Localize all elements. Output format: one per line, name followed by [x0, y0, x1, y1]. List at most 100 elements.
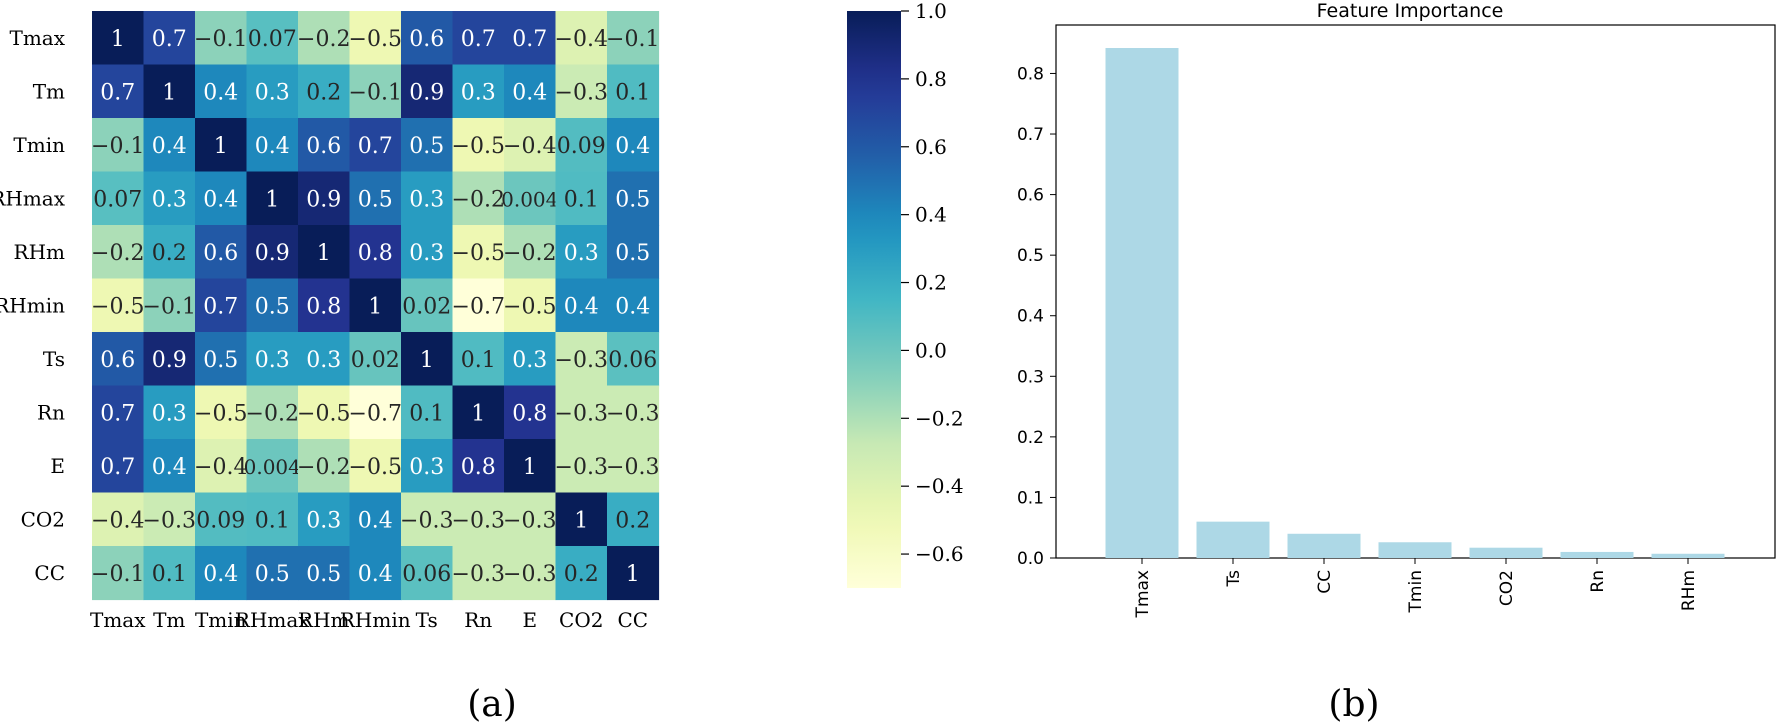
heatmap-cell-label: 0.4	[615, 134, 650, 159]
heatmap-cell-label: 0.004	[244, 455, 301, 479]
colorbar: 1.0 0.8 0.6 0.4 0.2 0.0 −0.2 −0.4 −0.6	[847, 0, 964, 588]
heatmap-cell-label: 0.2	[564, 562, 599, 587]
heatmap-cell-label: 0.5	[409, 134, 444, 159]
heatmap-cell-label: −0.3	[503, 508, 556, 533]
heatmap-cell-RHmax-E	[504, 171, 557, 226]
heatmap-cell-CC-Rn	[452, 546, 505, 601]
heatmap-cell-CO2-Ts	[401, 492, 454, 547]
heatmap-cell-RHm-E	[504, 225, 557, 280]
heatmap-column-label: Tmax	[90, 608, 146, 632]
bar-chart-title: Feature Importance	[1317, 0, 1504, 22]
heatmap-cell-label: −0.4	[194, 455, 247, 480]
heatmap-cell-label: 0.4	[512, 80, 547, 105]
heatmap-cell-CO2-RHmin	[349, 492, 402, 547]
heatmap-cell-CO2-Tm	[143, 492, 196, 547]
y-axis-tick-label: 0.0	[1017, 549, 1044, 569]
bar-Tmin	[1378, 542, 1452, 558]
heatmap-cell-RHmax-RHmin	[349, 171, 402, 226]
heatmap-cell-label: 0.02	[402, 294, 451, 319]
heatmap-cell-Ts-Tmin	[195, 332, 248, 387]
heatmap-row-label: CC	[34, 561, 65, 585]
heatmap-cell-Tm-RHmax	[246, 64, 299, 119]
heatmap-cell-label: −0.5	[297, 401, 350, 426]
heatmap-cell-Ts-CO2	[555, 332, 608, 387]
heatmap-cell-CC-Tm	[143, 546, 196, 601]
heatmap-cell-RHmin-CC	[607, 278, 660, 333]
y-axis-tick-label: 0.4	[1017, 307, 1044, 327]
heatmap-cell-RHm-RHmax	[246, 225, 299, 280]
heatmap-cell-Tm-Tm	[143, 64, 196, 119]
heatmap-column-label: RHmin	[340, 608, 411, 632]
heatmap-cell-label: 0.09	[557, 134, 606, 159]
heatmap-cell-RHm-RHmin	[349, 225, 402, 280]
heatmap-cell-CC-RHmax	[246, 546, 299, 601]
heatmap-cell-label: 1	[626, 562, 640, 587]
heatmap-cell-Tmax-Tmin	[195, 11, 248, 66]
heatmap-cell-Tmax-RHmin	[349, 11, 402, 66]
heatmap-cell-label: 1	[574, 508, 588, 533]
x-axis-tick-label: Rn	[1588, 570, 1608, 593]
heatmap-cell-E-E	[504, 439, 557, 494]
y-axis-tick-label: 0.7	[1017, 125, 1044, 145]
heatmap-cell-label: −0.3	[555, 455, 608, 480]
colorbar-tick-label: −0.2	[915, 406, 964, 430]
heatmap-cell-label: 0.7	[100, 401, 135, 426]
y-axis-tick-label: 0.3	[1017, 367, 1044, 387]
heatmap-cell-label: 0.7	[100, 80, 135, 105]
heatmap-cell-label: −0.5	[91, 294, 144, 319]
colorbar-tick-label: 0.4	[915, 203, 947, 227]
heatmap-cell-RHm-Tmin	[195, 225, 248, 280]
x-axis-tick-label: RHm	[1679, 570, 1699, 611]
heatmap-cell-label: 0.3	[306, 508, 341, 533]
heatmap-cell-label: 0.9	[409, 80, 444, 105]
heatmap-cell-E-RHmax	[246, 439, 299, 494]
colorbar-tick-label: −0.4	[915, 474, 964, 498]
heatmap-cell-Tmin-RHmax	[246, 118, 299, 173]
heatmap-cell-RHmin-RHmin	[349, 278, 402, 333]
heatmap-cell-label: −0.2	[246, 401, 299, 426]
heatmap-cell-label: −0.2	[297, 27, 350, 52]
heatmap-cell-Rn-Tmax	[92, 385, 145, 440]
heatmap-cell-label: 0.3	[512, 348, 547, 373]
heatmap-cell-label: 0.1	[255, 508, 290, 533]
heatmap-row-label: Rn	[37, 400, 65, 424]
heatmap-cell-RHmax-CC	[607, 171, 660, 226]
colorbar-tick-label: −0.6	[915, 542, 964, 566]
heatmap-cell-label: −0.1	[91, 134, 144, 159]
heatmap-cell-Tmin-Ts	[401, 118, 454, 173]
heatmap-cell-label: 0.07	[93, 187, 142, 212]
heatmap-cell-label: 0.6	[306, 134, 341, 159]
heatmap-cell-RHmax-Tmax	[92, 171, 145, 226]
heatmap-cell-CO2-Rn	[452, 492, 505, 547]
heatmap-column-label: Rn	[464, 608, 492, 632]
heatmap-cell-Rn-E	[504, 385, 557, 440]
heatmap-cell-Rn-CC	[607, 385, 660, 440]
heatmap-cell-label: −0.3	[452, 508, 505, 533]
heatmap-cell-label: 0.3	[152, 187, 187, 212]
y-axis-tick-label: 0.2	[1017, 428, 1044, 448]
heatmap-cell-label: 0.4	[203, 187, 238, 212]
heatmap-cell-label: 0.5	[255, 562, 290, 587]
heatmap-cell-RHm-CO2	[555, 225, 608, 280]
heatmap-cell-Tmin-CO2	[555, 118, 608, 173]
heatmap-cell-Ts-RHmin	[349, 332, 402, 387]
heatmap-cell-label: −0.4	[555, 27, 608, 52]
heatmap-cell-RHmax-Tm	[143, 171, 196, 226]
correlation-heatmap: 1 0.7 −0.1 0.07 −0.2−0.5 0.6 0.7 0.7 −0.4−0.10.7…	[0, 11, 659, 632]
heatmap-cell-label: 0.3	[461, 80, 496, 105]
heatmap-cell-label: 0.4	[203, 80, 238, 105]
heatmap-cell-RHm-Tmax	[92, 225, 145, 280]
y-axis-tick-label: 0.1	[1017, 488, 1044, 508]
heatmap-cell-label: 1	[420, 348, 434, 373]
heatmap-cell-label: 0.1	[152, 562, 187, 587]
heatmap-cell-label: −0.2	[503, 241, 556, 266]
heatmap-row-label: CO2	[21, 507, 65, 531]
heatmap-cell-label: 0.9	[152, 348, 187, 373]
heatmap-cell-label: 0.7	[461, 27, 496, 52]
heatmap-cell-RHmax-Tmin	[195, 171, 248, 226]
heatmap-cell-label: 0.4	[615, 294, 650, 319]
heatmap-cell-E-Tmax	[92, 439, 145, 494]
x-axis-tick-label: CC	[1315, 570, 1335, 594]
heatmap-cell-label: 0.3	[409, 455, 444, 480]
heatmap-cell-Rn-Tmin	[195, 385, 248, 440]
